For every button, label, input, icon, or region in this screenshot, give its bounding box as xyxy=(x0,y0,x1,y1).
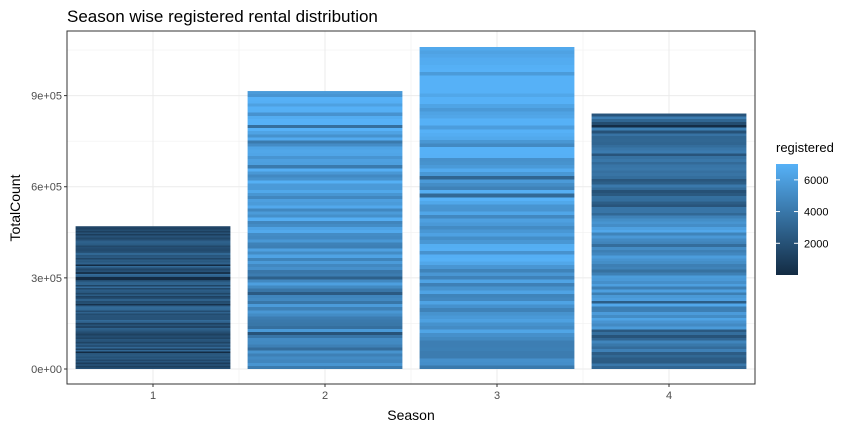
panel-border xyxy=(66,30,756,385)
bar-season-3 xyxy=(419,47,575,369)
bar-season-2 xyxy=(247,91,403,369)
legend-tick-label: 6000 xyxy=(804,175,828,187)
bar-season-4 xyxy=(591,113,747,369)
bar-season-1 xyxy=(75,226,231,369)
legend-title: registered xyxy=(776,140,834,155)
legend-colorbar xyxy=(776,164,798,275)
chart-title: Season wise registered rental distributi… xyxy=(67,7,378,26)
y-axis-title: TotalCount xyxy=(7,174,23,241)
x-tick-label: 2 xyxy=(322,390,328,402)
y-tick-label: 6e+05 xyxy=(31,182,62,194)
legend-tick-label: 4000 xyxy=(804,207,828,219)
x-tick-label: 3 xyxy=(494,390,500,402)
plot-area: 0e+00 3e+05 6e+05 9e+05 1 2 3 4 xyxy=(31,30,756,402)
x-axis-title: Season xyxy=(387,407,434,423)
x-tick-label: 1 xyxy=(150,390,156,402)
y-tick-label: 3e+05 xyxy=(31,273,62,285)
x-tick-label: 4 xyxy=(666,390,672,402)
legend-tick-label: 2000 xyxy=(804,238,828,250)
y-tick-label: 9e+05 xyxy=(31,91,62,103)
legend: registered 2000 4000 6000 xyxy=(776,140,834,275)
y-tick-label: 0e+00 xyxy=(31,364,62,376)
